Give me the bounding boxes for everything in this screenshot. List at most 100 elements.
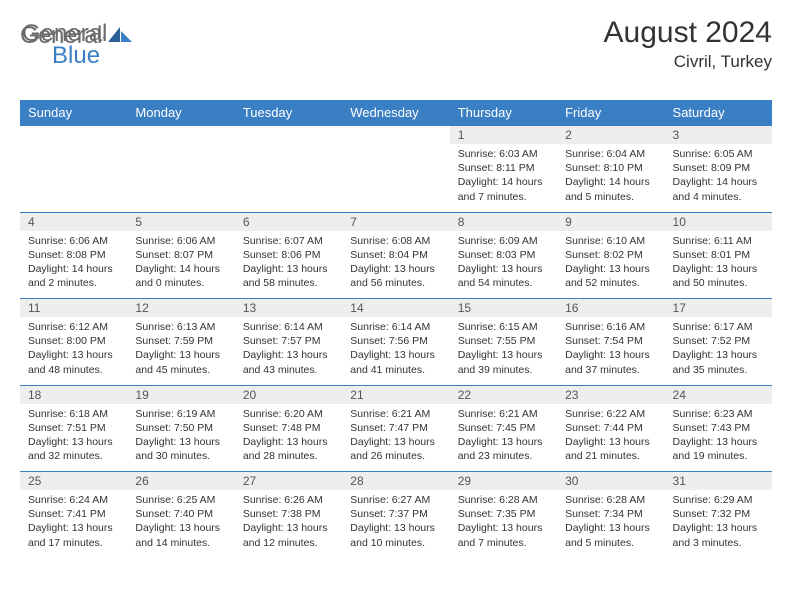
day-content-cell: Sunrise: 6:09 AMSunset: 8:03 PMDaylight:… [450, 231, 557, 299]
sunset-text: Sunset: 7:57 PM [243, 334, 334, 348]
sunrise-text: Sunrise: 6:05 AM [673, 147, 764, 161]
sunset-text: Sunset: 7:48 PM [243, 421, 334, 435]
day-number-cell: 27 [235, 472, 342, 491]
day-number-cell: 2 [557, 126, 664, 145]
day-content-cell: Sunrise: 6:06 AMSunset: 8:08 PMDaylight:… [20, 231, 127, 299]
daylight-text: Daylight: 13 hours and 52 minutes. [565, 262, 656, 290]
daylight-text: Daylight: 13 hours and 30 minutes. [135, 435, 226, 463]
calendar-table: SundayMondayTuesdayWednesdayThursdayFrid… [20, 100, 772, 558]
sunset-text: Sunset: 8:08 PM [28, 248, 119, 262]
day-content-cell: Sunrise: 6:29 AMSunset: 7:32 PMDaylight:… [665, 490, 772, 558]
day-number-cell: 4 [20, 212, 127, 231]
day-number-cell: 28 [342, 472, 449, 491]
daylight-text: Daylight: 13 hours and 41 minutes. [350, 348, 441, 376]
day-content-cell [342, 144, 449, 212]
day-content-cell: Sunrise: 6:11 AMSunset: 8:01 PMDaylight:… [665, 231, 772, 299]
daylight-text: Daylight: 13 hours and 32 minutes. [28, 435, 119, 463]
brand-sail-icon [108, 27, 134, 43]
day-content-cell: Sunrise: 6:14 AMSunset: 7:56 PMDaylight:… [342, 317, 449, 385]
day-content-row: Sunrise: 6:06 AMSunset: 8:08 PMDaylight:… [20, 231, 772, 299]
sunset-text: Sunset: 8:01 PM [673, 248, 764, 262]
day-content-cell: Sunrise: 6:21 AMSunset: 7:47 PMDaylight:… [342, 404, 449, 472]
day-content-row: Sunrise: 6:03 AMSunset: 8:11 PMDaylight:… [20, 144, 772, 212]
day-content-cell [127, 144, 234, 212]
daylight-text: Daylight: 13 hours and 45 minutes. [135, 348, 226, 376]
day-content-cell: Sunrise: 6:07 AMSunset: 8:06 PMDaylight:… [235, 231, 342, 299]
sunrise-text: Sunrise: 6:28 AM [565, 493, 656, 507]
day-content-cell: Sunrise: 6:28 AMSunset: 7:34 PMDaylight:… [557, 490, 664, 558]
daylight-text: Daylight: 13 hours and 56 minutes. [350, 262, 441, 290]
day-number-cell [342, 126, 449, 145]
day-header: Thursday [450, 100, 557, 126]
sunrise-text: Sunrise: 6:18 AM [28, 407, 119, 421]
day-number-row: 11121314151617 [20, 299, 772, 318]
sunset-text: Sunset: 8:11 PM [458, 161, 549, 175]
day-content-cell: Sunrise: 6:21 AMSunset: 7:45 PMDaylight:… [450, 404, 557, 472]
sunset-text: Sunset: 8:10 PM [565, 161, 656, 175]
sunset-text: Sunset: 7:52 PM [673, 334, 764, 348]
sunrise-text: Sunrise: 6:14 AM [243, 320, 334, 334]
day-content-row: Sunrise: 6:24 AMSunset: 7:41 PMDaylight:… [20, 490, 772, 558]
daylight-text: Daylight: 13 hours and 17 minutes. [28, 521, 119, 549]
day-number-row: 45678910 [20, 212, 772, 231]
daylight-text: Daylight: 13 hours and 39 minutes. [458, 348, 549, 376]
sunset-text: Sunset: 7:45 PM [458, 421, 549, 435]
day-number-cell: 24 [665, 385, 772, 404]
day-number-cell [127, 126, 234, 145]
daylight-text: Daylight: 13 hours and 37 minutes. [565, 348, 656, 376]
day-number-row: 25262728293031 [20, 472, 772, 491]
day-content-cell [20, 144, 127, 212]
sunrise-text: Sunrise: 6:09 AM [458, 234, 549, 248]
daylight-text: Daylight: 13 hours and 48 minutes. [28, 348, 119, 376]
day-number-cell: 1 [450, 126, 557, 145]
day-header: Tuesday [235, 100, 342, 126]
day-number-cell: 5 [127, 212, 234, 231]
day-content-cell: Sunrise: 6:05 AMSunset: 8:09 PMDaylight:… [665, 144, 772, 212]
month-title: August 2024 [604, 16, 772, 50]
day-number-cell: 18 [20, 385, 127, 404]
sunset-text: Sunset: 8:03 PM [458, 248, 549, 262]
sunrise-text: Sunrise: 6:19 AM [135, 407, 226, 421]
day-number-cell: 12 [127, 299, 234, 318]
sunset-text: Sunset: 8:00 PM [28, 334, 119, 348]
sunset-text: Sunset: 7:55 PM [458, 334, 549, 348]
day-number-cell: 10 [665, 212, 772, 231]
daylight-text: Daylight: 13 hours and 21 minutes. [565, 435, 656, 463]
daylight-text: Daylight: 13 hours and 12 minutes. [243, 521, 334, 549]
sunset-text: Sunset: 7:54 PM [565, 334, 656, 348]
daylight-text: Daylight: 13 hours and 43 minutes. [243, 348, 334, 376]
sunrise-text: Sunrise: 6:14 AM [350, 320, 441, 334]
sunrise-text: Sunrise: 6:08 AM [350, 234, 441, 248]
day-number-cell: 3 [665, 126, 772, 145]
day-number-cell [235, 126, 342, 145]
sunrise-text: Sunrise: 6:15 AM [458, 320, 549, 334]
day-content-cell: Sunrise: 6:14 AMSunset: 7:57 PMDaylight:… [235, 317, 342, 385]
sunrise-text: Sunrise: 6:28 AM [458, 493, 549, 507]
brand-logo-abs: General Blue [22, 20, 134, 70]
daylight-text: Daylight: 13 hours and 10 minutes. [350, 521, 441, 549]
day-number-cell: 19 [127, 385, 234, 404]
day-number-cell: 21 [342, 385, 449, 404]
sunset-text: Sunset: 8:09 PM [673, 161, 764, 175]
day-content-cell [235, 144, 342, 212]
daylight-text: Daylight: 14 hours and 7 minutes. [458, 175, 549, 203]
sunrise-text: Sunrise: 6:12 AM [28, 320, 119, 334]
day-number-cell: 29 [450, 472, 557, 491]
daylight-text: Daylight: 13 hours and 3 minutes. [673, 521, 764, 549]
sunrise-text: Sunrise: 6:25 AM [135, 493, 226, 507]
sunrise-text: Sunrise: 6:07 AM [243, 234, 334, 248]
sunrise-text: Sunrise: 6:16 AM [565, 320, 656, 334]
day-number-cell: 31 [665, 472, 772, 491]
daylight-text: Daylight: 13 hours and 28 minutes. [243, 435, 334, 463]
day-content-cell: Sunrise: 6:10 AMSunset: 8:02 PMDaylight:… [557, 231, 664, 299]
sunrise-text: Sunrise: 6:21 AM [350, 407, 441, 421]
day-header: Monday [127, 100, 234, 126]
day-content-cell: Sunrise: 6:20 AMSunset: 7:48 PMDaylight:… [235, 404, 342, 472]
day-number-cell: 13 [235, 299, 342, 318]
day-header: Saturday [665, 100, 772, 126]
daylight-text: Daylight: 13 hours and 23 minutes. [458, 435, 549, 463]
sunset-text: Sunset: 7:41 PM [28, 507, 119, 521]
day-content-row: Sunrise: 6:18 AMSunset: 7:51 PMDaylight:… [20, 404, 772, 472]
daylight-text: Daylight: 13 hours and 14 minutes. [135, 521, 226, 549]
sunset-text: Sunset: 7:35 PM [458, 507, 549, 521]
